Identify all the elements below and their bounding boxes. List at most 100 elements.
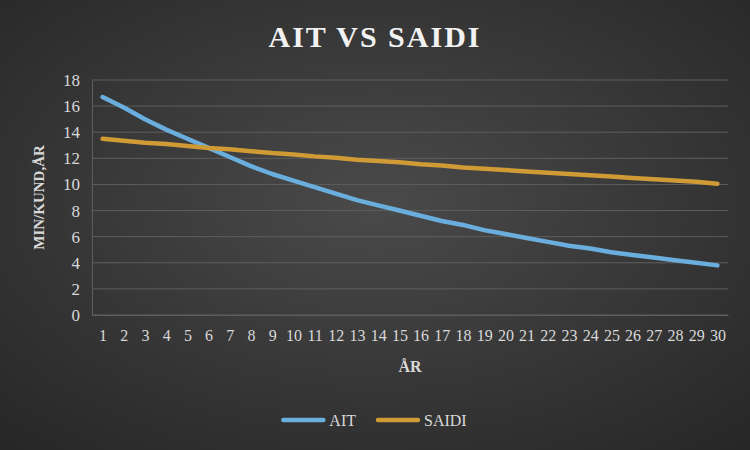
- grid-line: [92, 184, 728, 185]
- x-tick-label: 24: [583, 327, 599, 344]
- x-tick-label: 11: [307, 327, 322, 344]
- x-tick-label: 5: [184, 327, 192, 344]
- x-tick: 13: [350, 315, 366, 344]
- x-tick: 22: [540, 315, 556, 344]
- x-tick: 12: [328, 315, 344, 344]
- x-tick-label: 27: [646, 327, 662, 344]
- x-tick-label: 6: [205, 327, 213, 344]
- x-tick: 10: [286, 315, 302, 344]
- x-tick: 8: [248, 315, 256, 344]
- x-tick-label: 28: [668, 327, 684, 344]
- background: [0, 0, 750, 450]
- y-tick: 4: [72, 254, 93, 273]
- y-tick: 14: [63, 123, 92, 142]
- x-tick: 1: [99, 315, 107, 344]
- x-tick-label: 14: [371, 327, 387, 344]
- x-tick: 21: [519, 315, 535, 344]
- x-tick-label: 17: [434, 327, 450, 344]
- x-tick: 4: [163, 315, 171, 344]
- y-tick-label: 12: [63, 149, 80, 168]
- y-tick: 10: [63, 175, 92, 194]
- x-tick-label: 8: [248, 327, 256, 344]
- x-tick-label: 30: [710, 327, 726, 344]
- x-tick: 29: [689, 315, 705, 344]
- legend: AIT SAIDI: [283, 412, 466, 429]
- series-line: [103, 97, 718, 265]
- y-tick-label: 14: [63, 123, 81, 142]
- x-tick-label: 1: [99, 327, 107, 344]
- legend-swatch: [283, 418, 323, 423]
- x-tick-label: 18: [456, 327, 472, 344]
- y-tick-label: 18: [63, 71, 80, 90]
- x-tick: 19: [477, 315, 493, 344]
- x-tick: 30: [710, 315, 726, 344]
- x-tick-label: 3: [142, 327, 150, 344]
- x-tick-label: 15: [392, 327, 408, 344]
- y-tick: 16: [63, 97, 92, 116]
- x-axis-line: [93, 315, 729, 316]
- legend-label: AIT: [329, 412, 356, 429]
- x-tick-label: 13: [350, 327, 366, 344]
- y-tick: 18: [63, 71, 92, 90]
- x-tick-label: 19: [477, 327, 493, 344]
- y-axis-title: MIN/KUND,ÅR: [31, 145, 47, 250]
- x-tick-label: 7: [226, 327, 234, 344]
- x-tick-label: 26: [625, 327, 641, 344]
- grid-line: [92, 80, 728, 81]
- y-axis: 0 2 4 6 8 10 12 14 16 18: [63, 71, 93, 325]
- y-tick: 8: [72, 201, 93, 220]
- y-tick: 2: [72, 280, 93, 299]
- legend-label: SAIDI: [424, 412, 467, 429]
- grid-line: [92, 158, 728, 159]
- x-tick-label: 22: [540, 327, 556, 344]
- series-line: [103, 139, 718, 184]
- legend-item: SAIDI: [378, 412, 467, 429]
- x-tick-label: 21: [519, 327, 535, 344]
- x-tick: 7: [226, 315, 234, 344]
- y-tick-label: 0: [72, 306, 81, 325]
- x-tick: 20: [498, 315, 514, 344]
- x-tick: 2: [120, 315, 128, 344]
- grid-line: [92, 236, 728, 237]
- x-tick: 17: [434, 315, 450, 344]
- chart: 0246810121416181234567891011121314151617…: [0, 0, 750, 450]
- x-tick-label: 25: [604, 327, 620, 344]
- x-tick-label: 23: [562, 327, 578, 344]
- x-tick: 16: [413, 315, 429, 344]
- x-tick: 28: [668, 315, 684, 344]
- x-tick: 15: [392, 315, 408, 344]
- x-tick: 11: [307, 315, 322, 344]
- lines: [103, 97, 718, 265]
- x-tick: 3: [142, 315, 150, 344]
- x-tick-label: 16: [413, 327, 429, 344]
- grid-line: [92, 106, 728, 107]
- legend-item: AIT: [283, 412, 356, 429]
- grid-line: [92, 288, 728, 289]
- y-tick: 12: [63, 149, 92, 168]
- x-tick: 24: [583, 315, 599, 344]
- x-tick: 6: [205, 315, 213, 344]
- x-tick-label: 20: [498, 327, 514, 344]
- title: AIT VS SAIDI: [269, 20, 482, 53]
- y-tick-label: 4: [72, 254, 81, 273]
- x-tick: 14: [371, 315, 387, 344]
- grid-line: [92, 132, 728, 133]
- x-tick-label: 29: [689, 327, 705, 344]
- y-axis-line: [92, 81, 93, 316]
- x-tick: 5: [184, 315, 192, 344]
- legend-swatch: [378, 418, 418, 423]
- y-tick-label: 16: [63, 97, 80, 116]
- x-tick-label: 4: [163, 327, 171, 344]
- x-axis-title: ÅR: [398, 358, 422, 375]
- grid-line: [92, 262, 728, 263]
- y-tick-label: 10: [63, 175, 80, 194]
- y-tick-label: 2: [72, 280, 81, 299]
- x-tick: 25: [604, 315, 620, 344]
- y-tick: 0: [72, 306, 93, 325]
- y-tick-label: 8: [72, 201, 81, 220]
- y-tick: 6: [72, 228, 93, 247]
- x-tick-label: 10: [286, 327, 302, 344]
- x-tick: 27: [646, 315, 662, 344]
- x-tick-label: 12: [328, 327, 344, 344]
- x-tick-label: 2: [120, 327, 128, 344]
